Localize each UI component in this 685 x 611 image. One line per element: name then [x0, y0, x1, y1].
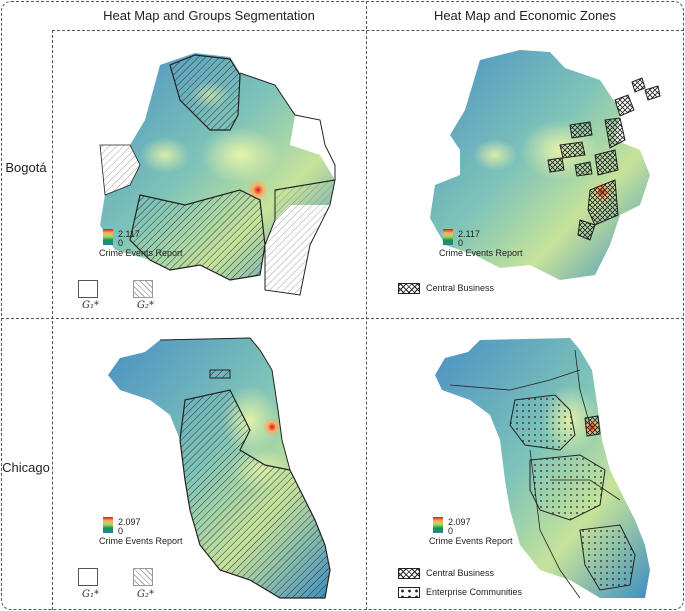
central-business-label: Central Business	[426, 283, 495, 293]
group2-label: G₂*	[137, 300, 154, 311]
colorbar-title: Crime Events Report	[99, 248, 183, 258]
bogota-warm-zone	[473, 139, 517, 171]
bogota-groups-map	[99, 53, 336, 296]
enterprise-community-zone	[579, 524, 636, 591]
central-business-label: Central Business	[426, 568, 495, 578]
bogota-group1-outline	[239, 72, 336, 191]
bogota-zones-map	[430, 50, 661, 280]
chicago-hotspot	[263, 418, 281, 436]
corridor-line	[529, 449, 581, 599]
group2-swatch	[133, 568, 153, 586]
chicago-enterprise-communities	[509, 394, 636, 591]
row-label-bogota: Bogotá	[5, 160, 47, 175]
group1-label: G₁*	[82, 589, 99, 600]
row-divider	[1, 318, 684, 319]
bogota-central-business-zones	[547, 77, 661, 241]
colorbar-min: 0	[118, 238, 124, 248]
colorbar	[433, 517, 443, 533]
bogota-group2-north	[169, 54, 241, 131]
chicago-zones-legend: 2.097 0 Crime Events Report	[429, 517, 543, 557]
central-business-zone	[644, 85, 661, 101]
group1-swatch	[78, 280, 98, 298]
corridor-line	[550, 479, 621, 501]
enterprise-community-zone	[529, 454, 606, 521]
chicago-group2-patch	[209, 369, 231, 379]
corridor-line	[574, 349, 591, 426]
bogota-zones-legend: 2.117 0 Crime Events Report	[439, 229, 553, 269]
chicago-group2	[179, 389, 331, 599]
enterprise-communities-label: Enterprise Communities	[426, 587, 523, 597]
central-business-zone	[569, 121, 593, 139]
colorbar-max: 2.117	[118, 229, 140, 239]
bogota-groups-legend: 2.117 0 Crime Events Report	[99, 229, 213, 269]
colorbar-min: 0	[448, 526, 454, 536]
colorbar-max: 2.097	[118, 517, 141, 527]
colorbar-max: 2.117	[458, 229, 480, 239]
bogota-group2-east	[264, 179, 336, 296]
colorbar-min: 0	[458, 238, 464, 248]
colorbar-title: Crime Events Report	[439, 248, 523, 258]
central-business-zone	[631, 77, 646, 93]
central-business-zone	[584, 415, 601, 437]
group1-swatch	[78, 568, 98, 586]
central-business-zone	[604, 117, 626, 149]
central-business-zone	[594, 149, 619, 176]
central-business-zone	[577, 219, 596, 241]
colorbar-title: Crime Events Report	[99, 536, 183, 546]
colorbar	[443, 229, 453, 245]
bogota-warm-zone	[140, 137, 190, 173]
colorbar	[103, 229, 113, 245]
bogota-warm-zone	[200, 127, 280, 183]
colorbar-title: Crime Events Report	[429, 536, 513, 546]
chicago-groups-legend: 2.097 0 Crime Events Report	[99, 517, 213, 557]
right-column-title: Heat Map and Economic Zones	[433, 8, 617, 23]
column-divider	[366, 1, 367, 610]
chicago-group1-outline	[159, 337, 291, 471]
left-column-title: Heat Map and Groups Segmentation	[103, 8, 315, 23]
chicago-corridor-lines	[449, 349, 621, 599]
colorbar	[103, 517, 113, 533]
colorbar-max: 2.097	[448, 517, 471, 527]
header-divider	[52, 30, 684, 31]
central-business-swatch	[398, 568, 420, 579]
group2-swatch	[133, 280, 153, 298]
bogota-group2-west	[99, 144, 141, 196]
group2-label: G₂*	[137, 589, 154, 600]
central-business-swatch	[398, 283, 420, 294]
enterprise-community-zone	[509, 394, 576, 451]
central-business-zone	[547, 157, 565, 173]
bogota-hotspot	[248, 180, 268, 200]
colorbar-min: 0	[118, 526, 124, 536]
central-business-zone	[587, 179, 619, 226]
corridor-line	[449, 369, 581, 391]
central-business-zone	[559, 141, 586, 159]
group1-label: G₁*	[82, 300, 99, 311]
bogota-group2-south	[129, 189, 266, 281]
central-business-zone	[614, 94, 635, 117]
central-business-zone	[574, 161, 593, 177]
label-column-divider	[52, 30, 53, 610]
enterprise-communities-swatch	[398, 587, 420, 598]
row-label-chicago: Chicago	[2, 460, 50, 475]
chicago-zones-map	[435, 338, 650, 599]
chicago-central-business-zones	[584, 415, 601, 437]
chicago-groups-map	[108, 337, 331, 599]
